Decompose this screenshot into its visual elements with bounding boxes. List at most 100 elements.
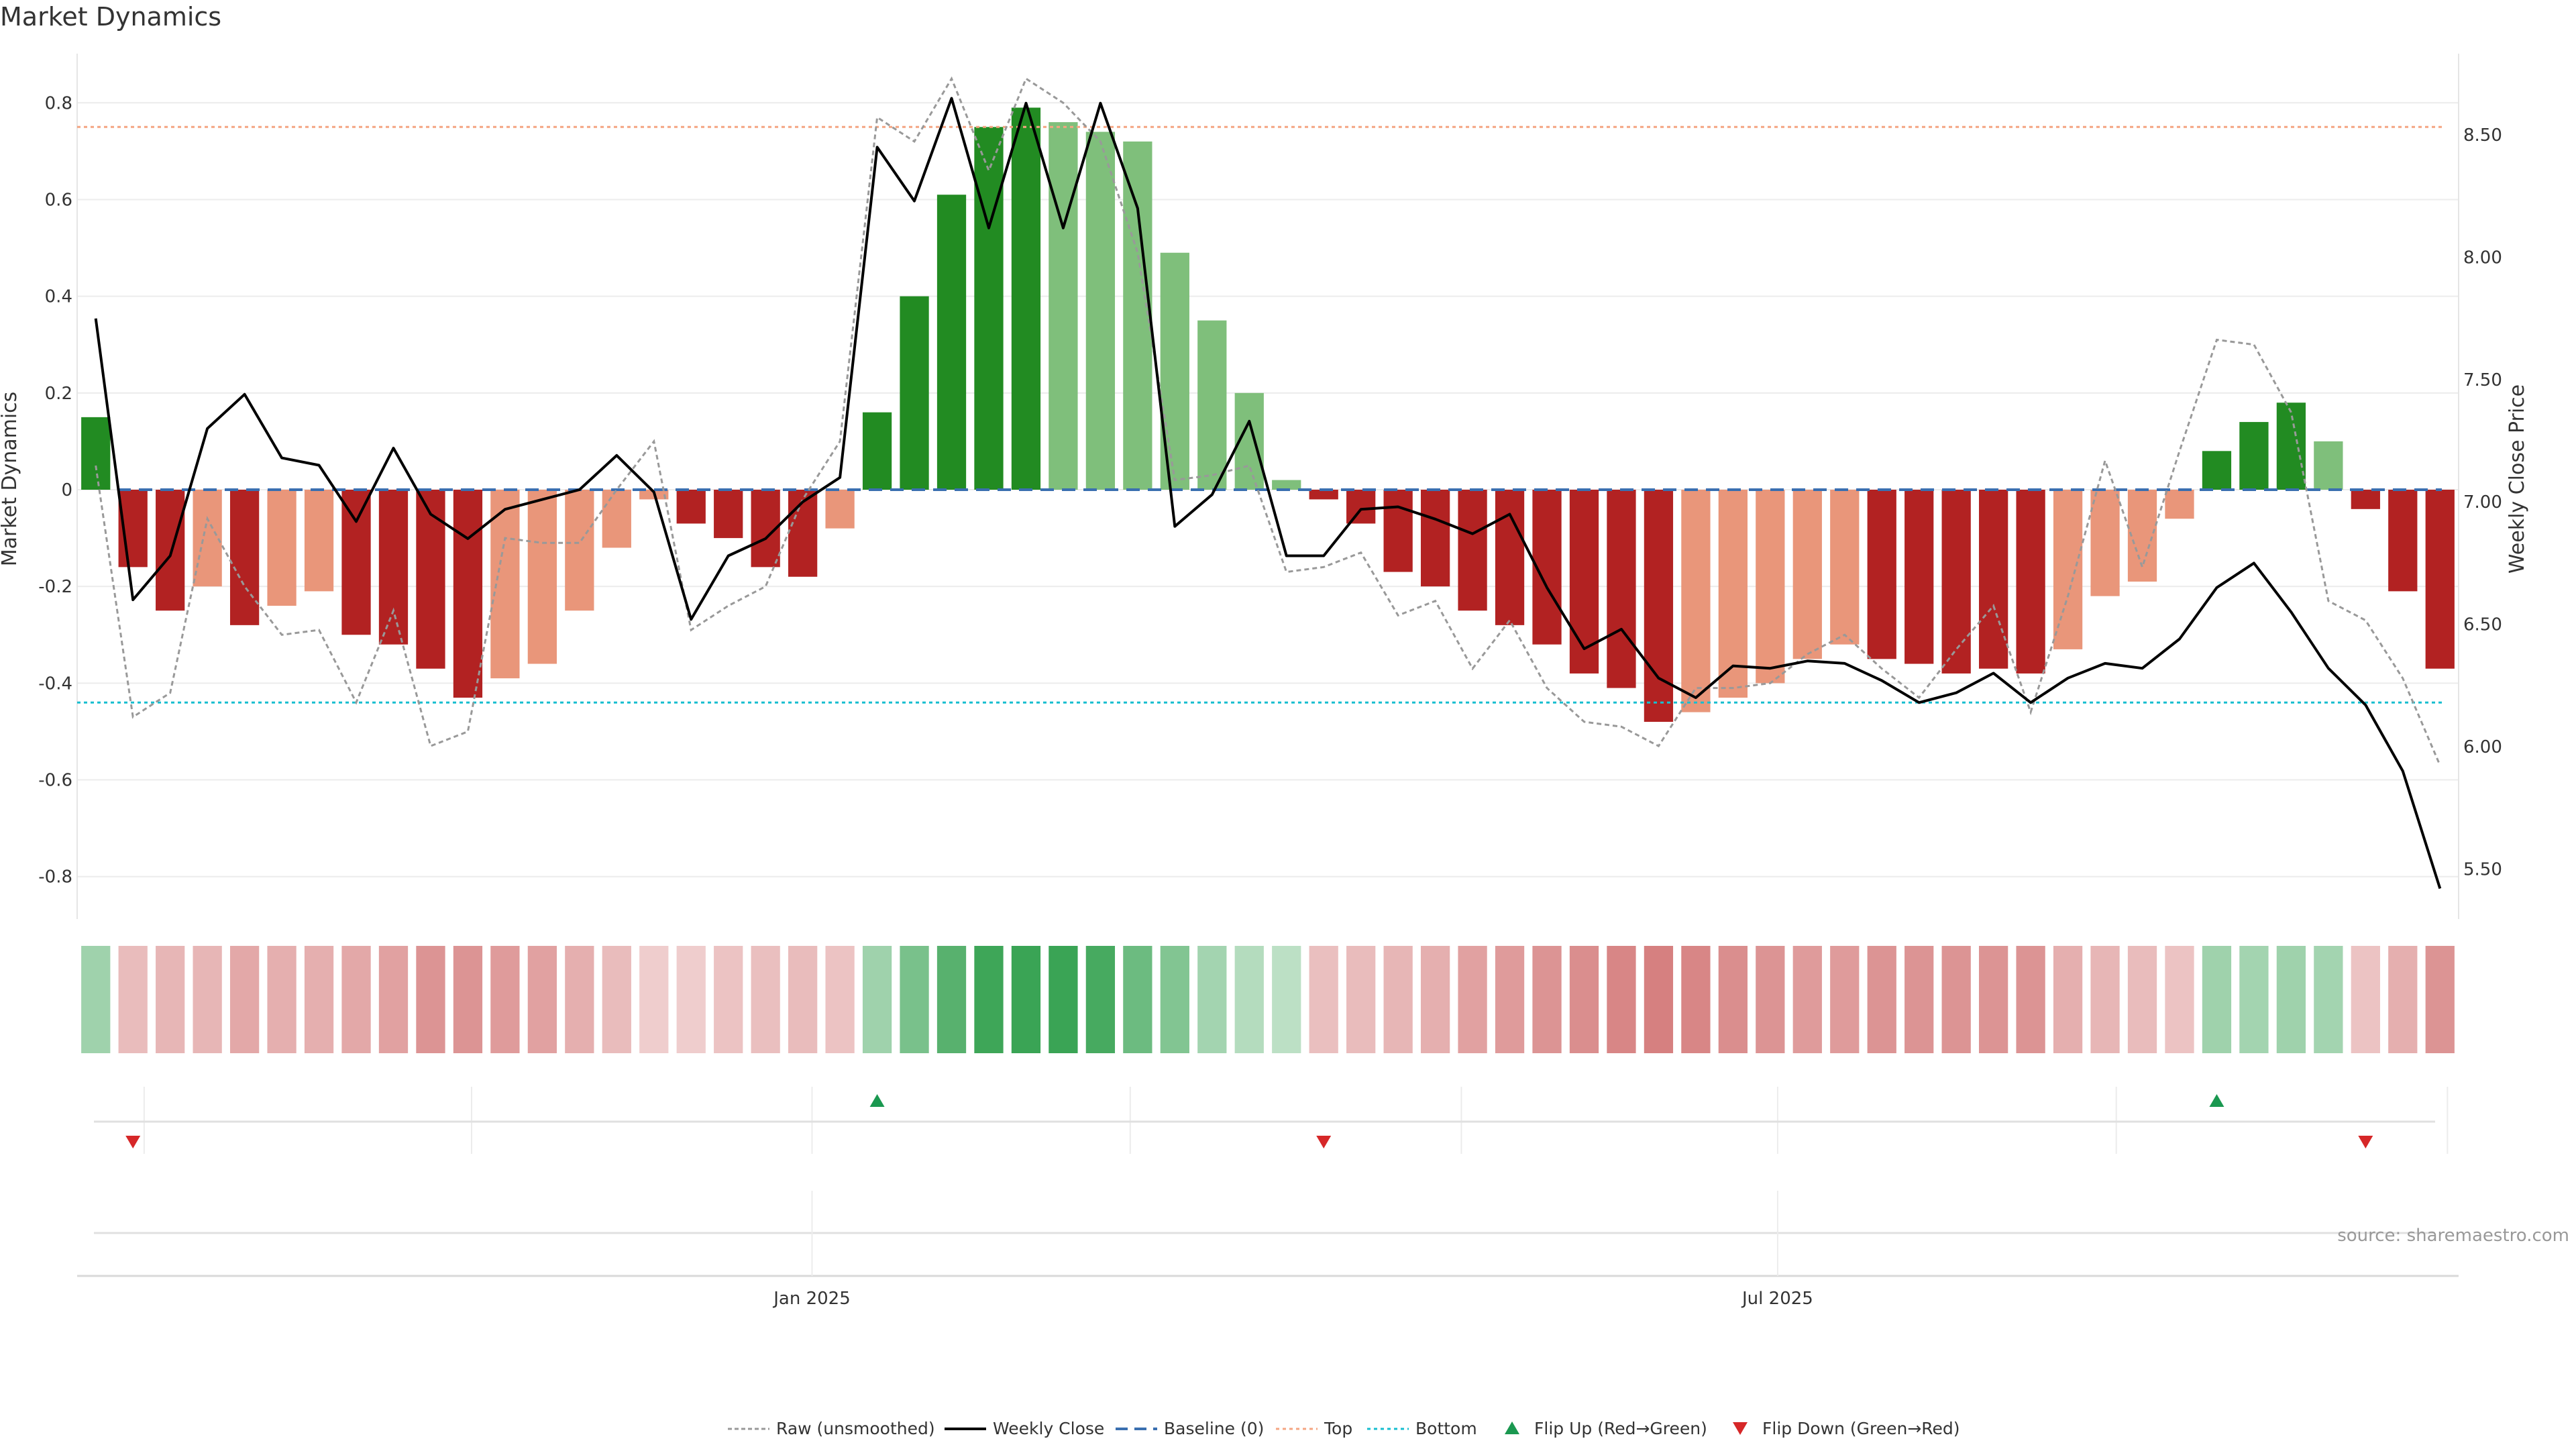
heat-strip-cell: [676, 946, 706, 1053]
heat-strip-cell: [2276, 946, 2306, 1053]
market-dynamics-bar: [81, 417, 111, 490]
market-dynamics-bar: [1123, 141, 1152, 490]
y-tick-label-left: 0.8: [45, 93, 72, 113]
heat-strip-cell: [602, 946, 631, 1053]
market-dynamics-bar: [936, 195, 967, 490]
heat-strip-cell: [788, 946, 818, 1053]
market-dynamics-bar: [1346, 490, 1376, 524]
time-axis-panel: Jan 2025 Jul 2025: [77, 1191, 2459, 1309]
market-dynamics-bar: [1830, 490, 1860, 645]
legend-label: Flip Up (Red→Green): [1534, 1419, 1707, 1438]
market-dynamics-bar: [1309, 490, 1338, 500]
market-dynamics-bar: [1272, 480, 1301, 490]
reference-lines: [77, 125, 2442, 704]
y-tick-label-right: 5.50: [2463, 859, 2502, 879]
heat-strip-cell: [2351, 946, 2380, 1053]
legend-label: Raw (unsmoothed): [776, 1419, 935, 1438]
heat-strip-cell: [416, 946, 445, 1053]
market-dynamics-bar: [974, 127, 1004, 490]
market-dynamics-bar: [2239, 422, 2269, 490]
x-tick-label: Jan 2025: [772, 1289, 851, 1309]
y-tick-label-left: -0.4: [38, 674, 72, 694]
heat-strip-cell: [1160, 946, 1189, 1053]
market-dynamics-bar: [378, 490, 409, 645]
heat-strip-cell: [1681, 946, 1711, 1053]
market-dynamics-bar: [267, 490, 297, 606]
heat-strip-cell: [490, 946, 520, 1053]
market-dynamics-bar: [453, 490, 483, 698]
market-dynamics-bar: [2053, 490, 2083, 649]
heat-strip-cell: [2053, 946, 2083, 1053]
market-dynamics-bar: [788, 490, 818, 577]
y-tick-label-right: 7.50: [2463, 370, 2502, 390]
legend-label: Weekly Close: [993, 1419, 1104, 1438]
y-tick-label-left: 0.6: [45, 190, 72, 210]
heat-strip-cell: [862, 946, 892, 1053]
heat-strip-cell: [1644, 946, 1674, 1053]
legend-label: Flip Down (Green→Red): [1762, 1419, 1960, 1438]
flip-down-marker: [125, 1136, 141, 1148]
heat-strip-cell: [1495, 946, 1525, 1053]
heat-strip-cell: [156, 946, 185, 1053]
market-dynamics-bar: [193, 490, 222, 587]
flip-down-marker: [1316, 1136, 1332, 1148]
market-dynamics-bar: [1420, 490, 1450, 587]
raw-unsmoothed-line: [95, 76, 2441, 766]
heat-strip-cell: [974, 946, 1004, 1053]
heat-strip-cell: [1756, 946, 1785, 1053]
heat-strip-cell: [267, 946, 297, 1053]
market-dynamics-bar: [825, 490, 855, 529]
heat-strip-cell: [1941, 946, 1971, 1053]
market-dynamics-bar: [304, 490, 334, 592]
heat-strip-cell: [2239, 946, 2269, 1053]
series-lines: [94, 76, 2442, 890]
market-dynamics-bar: [1941, 490, 1971, 674]
flip-up-marker: [2209, 1094, 2224, 1107]
heat-strip-cell: [1718, 946, 1748, 1053]
market-dynamics-bar: [1904, 490, 1934, 664]
market-dynamics-bar: [2165, 490, 2194, 519]
market-dynamics-bar: [565, 490, 594, 611]
market-dynamics-bar: [2351, 490, 2380, 509]
market-dynamics-bar: [2016, 490, 2045, 674]
heat-strip-cell: [900, 946, 929, 1053]
legend-swatch-flip-up: [1505, 1421, 1519, 1434]
y-axis-label-right: Weekly Close Price: [2506, 384, 2529, 574]
heat-strip-cell: [1011, 946, 1041, 1053]
flip-markers-panel: [94, 1087, 2449, 1154]
heat-strip-cell: [1792, 946, 1822, 1053]
heat-strip-cell: [1272, 946, 1301, 1053]
market-dynamics-bar: [1718, 490, 1748, 698]
heat-strip: [81, 946, 2455, 1053]
heat-strip-cell: [1979, 946, 2008, 1053]
legend-swatch-flip-down: [1733, 1422, 1748, 1435]
y-tick-label-right: 7.00: [2463, 492, 2502, 513]
market-dynamics-bar: [1681, 490, 1711, 712]
heat-strip-cell: [2202, 946, 2232, 1053]
heat-strip-cell: [1234, 946, 1264, 1053]
y-tick-label-left: 0.2: [45, 384, 72, 404]
market-dynamics-bar: [1458, 490, 1487, 611]
y-tick-label-left: 0.4: [45, 287, 72, 307]
heat-strip-cell: [453, 946, 483, 1053]
weekly-close-line: [94, 97, 2442, 890]
market-dynamics-bar: [1792, 490, 1822, 659]
heat-strip-cell: [639, 946, 669, 1053]
market-dynamics-bar: [2202, 451, 2232, 490]
market-dynamics-bar: [1607, 490, 1636, 688]
y-tick-label-right: 6.50: [2463, 615, 2502, 635]
market-dynamics-bar: [862, 412, 892, 490]
legend-label: Bottom: [1415, 1419, 1477, 1438]
market-dynamics-bar: [1085, 131, 1116, 490]
legend-label: Baseline (0): [1164, 1419, 1264, 1438]
market-dynamics-bar: [416, 490, 445, 669]
market-dynamics-bar: [2425, 490, 2455, 669]
heat-strip-cell: [936, 946, 967, 1053]
heat-strip-cell: [1346, 946, 1376, 1053]
heat-strip-cell: [1532, 946, 1562, 1053]
heat-strip-cell: [341, 946, 371, 1053]
market-dynamics-bar: [1011, 107, 1041, 490]
market-dynamics-bar: [676, 490, 706, 524]
market-dynamics-bar: [2388, 490, 2418, 592]
heat-strip-cell: [2016, 946, 2045, 1053]
